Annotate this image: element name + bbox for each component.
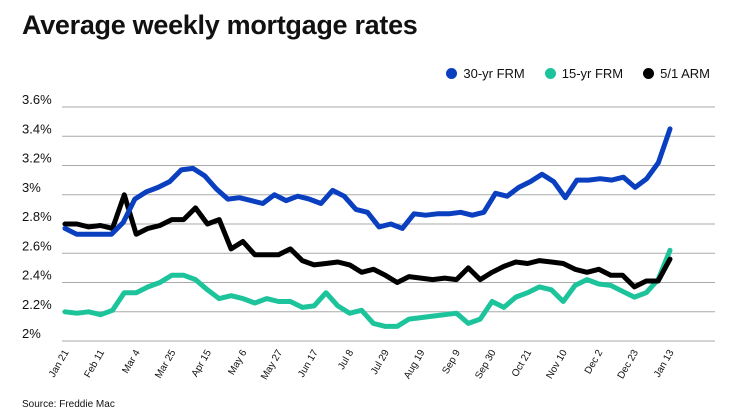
x-tick-label: May 6 [226, 348, 249, 377]
y-tick-label: 3% [22, 180, 41, 195]
legend-item-30yr: 30-yr FRM [446, 66, 525, 81]
source-note: Source: Freddie Mac [22, 399, 115, 410]
y-tick-label: 2.6% [22, 238, 52, 253]
y-tick-label: 3.2% [22, 151, 52, 166]
y-tick-label: 2.8% [22, 209, 52, 224]
legend-marker-30yr [446, 68, 458, 79]
x-tick-label: Dec 2 [583, 348, 606, 377]
x-tick-label: Apr 15 [190, 348, 214, 379]
series-line-15-yr-frm [62, 247, 673, 329]
legend: 30-yr FRM 15-yr FRM 5/1 ARM [446, 66, 710, 81]
legend-marker-arm [643, 68, 655, 79]
series-line-5-1-arm [62, 192, 673, 290]
x-tick-label: Jul 29 [369, 348, 392, 377]
x-tick-label: Sep 30 [473, 348, 499, 381]
x-tick-label: Jan 13 [652, 348, 677, 380]
x-tick-label: Dec 23 [616, 348, 642, 381]
x-tick-label: Mar 4 [120, 348, 143, 376]
x-tick-label: Sep 9 [440, 348, 463, 377]
x-tick-label: Mar 25 [153, 348, 178, 381]
y-tick-label: 2.2% [22, 297, 52, 312]
x-tick-label: Jun 17 [296, 348, 321, 380]
legend-marker-15yr [544, 68, 556, 79]
series-line-30-yr-frm [62, 126, 673, 237]
y-tick-label: 2% [22, 326, 41, 341]
x-tick-label: Jan 21 [47, 348, 72, 380]
x-tick-label: Nov 10 [544, 348, 570, 381]
legend-label-arm: 5/1 ARM [660, 66, 710, 81]
y-tick-label: 2.4% [22, 268, 52, 283]
legend-item-15yr: 15-yr FRM [544, 66, 624, 81]
x-tick-label: Feb 11 [82, 348, 107, 380]
x-tick-label: Oct 21 [510, 348, 534, 379]
legend-label-30yr: 30-yr FRM [463, 66, 525, 81]
x-tick-label: Aug 19 [402, 348, 428, 381]
y-tick-label: 3.6% [22, 92, 52, 107]
y-tick-label: 3.4% [22, 121, 52, 136]
legend-label-15yr: 15-yr FRM [561, 66, 624, 81]
chart-title: Average weekly mortgage rates [22, 10, 418, 40]
x-tick-label: Jul 8 [336, 348, 356, 372]
legend-item-arm: 5/1 ARM [643, 66, 710, 81]
x-tick-label: May 27 [259, 348, 285, 382]
